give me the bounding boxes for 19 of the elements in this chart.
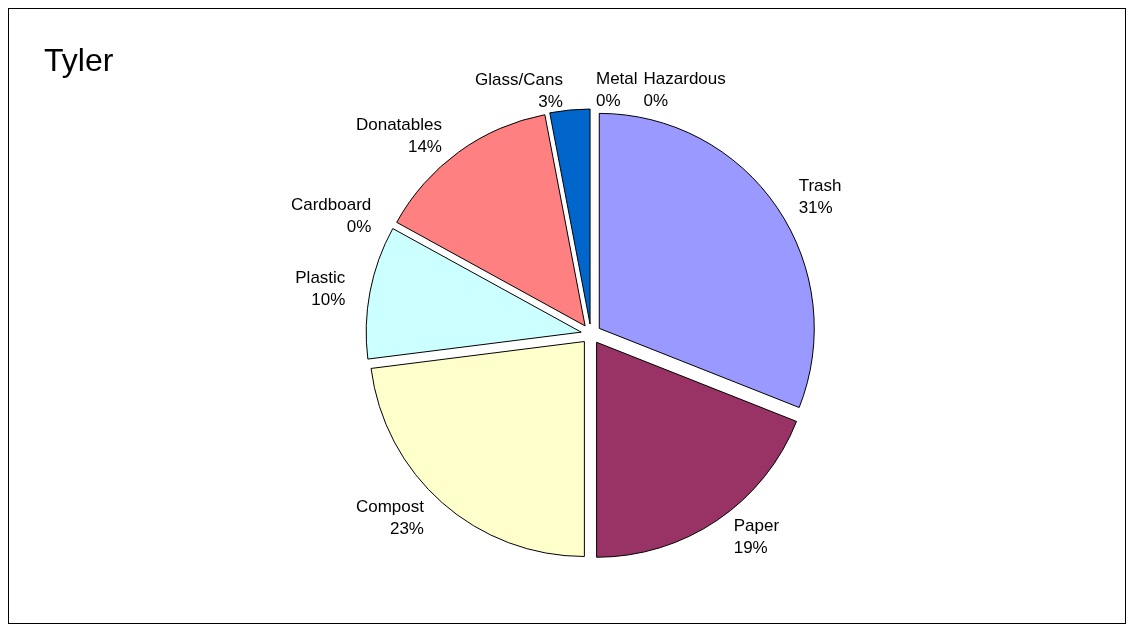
- chart-title: Tyler: [44, 42, 114, 78]
- category-label: Cardboard: [290, 195, 372, 215]
- text: 0%: [346, 217, 372, 237]
- text: 0%: [643, 90, 669, 110]
- slice-label: Donatables: [355, 115, 442, 135]
- data-label: 19%: [733, 538, 768, 558]
- slice-label: Paper: [733, 516, 780, 536]
- slice-label: Compost: [355, 497, 425, 517]
- data-label: 3%: [538, 91, 563, 111]
- slice-label: Plastic: [295, 267, 346, 287]
- data-label: 31%: [798, 197, 833, 217]
- slice-label: Trash: [798, 175, 842, 195]
- data-label: 14%: [407, 137, 442, 157]
- category-label: Metal: [596, 68, 638, 88]
- data-label: 23%: [389, 519, 424, 539]
- category-label: Hazardous: [643, 68, 726, 88]
- data-label: 10%: [311, 289, 346, 309]
- text: 0%: [596, 90, 621, 110]
- slice-label: Glass/Cans: [475, 69, 563, 89]
